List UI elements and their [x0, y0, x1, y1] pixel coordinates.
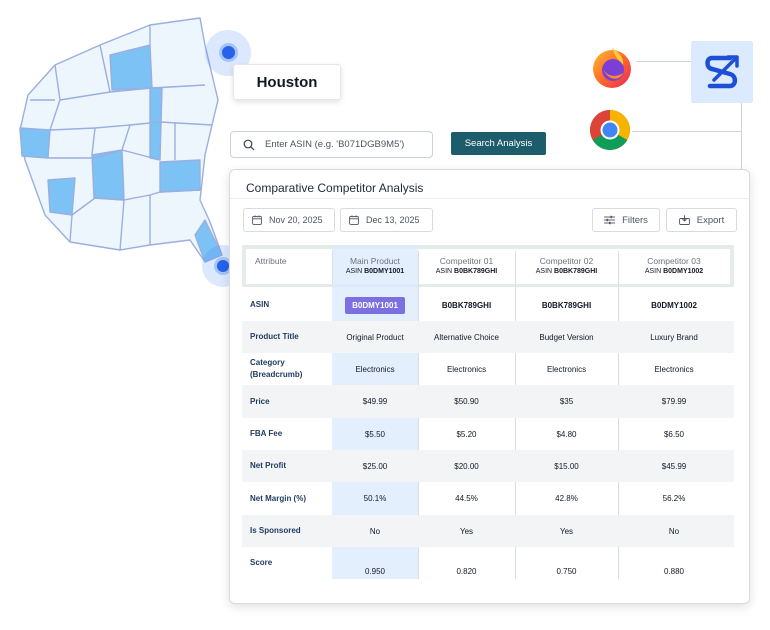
calendar-icon	[349, 215, 359, 225]
row-attribute-label: Price	[250, 396, 270, 406]
table-row: FBA Fee $5.50 $5.20 $4.80 $6.50	[242, 418, 734, 450]
filters-button[interactable]: Filters	[592, 208, 660, 232]
table-cell: Original Product	[346, 332, 404, 342]
row-attribute-label: Product Title	[250, 332, 299, 341]
column-divider	[332, 251, 333, 285]
table-row: Is Sponsored No Yes Yes No	[242, 515, 734, 547]
row-attribute-label: ASIN	[250, 300, 270, 309]
row-attribute-label: Net Margin (%)	[250, 493, 306, 503]
table-cell: Luxury Brand	[650, 332, 698, 342]
row-attribute-label: FBA Fee	[250, 429, 283, 438]
table-row: Product Title Original Product Alternative…	[242, 321, 734, 353]
table-row: Category (Breadcrumb) Electronics Electron…	[242, 353, 734, 385]
table-cell: Electronics	[546, 364, 587, 374]
attribute-header: Attribute	[255, 256, 287, 266]
main-asin-badge: B0DMY1001	[345, 296, 405, 314]
table-cell: 0.880	[663, 567, 685, 576]
table-cell: Alternative Choice	[434, 332, 499, 342]
city-label-card: Houston	[233, 64, 341, 100]
table-cell: $20.00	[454, 461, 479, 471]
table-cell: $6.50	[663, 429, 685, 439]
search-icon	[243, 139, 255, 150]
table-cell: B0BK789GHI	[441, 300, 492, 310]
export-label: Export	[696, 214, 725, 226]
table-cell: $45.99	[661, 461, 687, 471]
row-attribute-label: Score	[250, 558, 273, 567]
table-row: Net Profit $25.00 $20.00 $15.00 $45.99	[242, 450, 734, 482]
table-cell: $79.99	[661, 397, 687, 406]
table-cell: Electronics	[654, 364, 694, 374]
chrome-icon	[590, 110, 630, 150]
row-attribute-label: Category (Breadcrumb)	[250, 358, 303, 379]
table-cell: 50.1%	[363, 494, 387, 503]
filter-sliders-icon	[604, 215, 616, 225]
search-analysis-button[interactable]: Search Analysis	[451, 132, 546, 155]
table-cell: 44.5%	[455, 494, 478, 503]
calendar-icon	[252, 215, 262, 225]
table-cell: $5.50	[364, 429, 386, 439]
table-cell: No	[668, 526, 680, 536]
table-cell: B0BK789GHI	[541, 300, 592, 310]
table-cell: $49.99	[362, 397, 388, 406]
table-cell: 42.8%	[555, 494, 578, 503]
table-cell: Electronics	[355, 364, 395, 374]
connector-line	[741, 103, 742, 171]
row-attribute-label: Is Sponsored	[250, 526, 301, 535]
table-cell: Electronics	[446, 364, 487, 374]
date-to-picker[interactable]: Dec 13, 2025	[340, 208, 433, 232]
table-cell: $35	[559, 397, 574, 406]
houston-map	[19, 17, 223, 263]
table-header	[242, 245, 734, 287]
date-from-value: Nov 20, 2025	[269, 215, 323, 225]
table-row: ASIN B0DMY1001 B0BK789GHI B0BK789GHI B0DMY10…	[242, 289, 734, 321]
date-from-picker[interactable]: Nov 20, 2025	[243, 208, 335, 232]
table-cell: $50.90	[454, 397, 479, 406]
date-to-value: Dec 13, 2025	[366, 215, 420, 225]
table-cell: Budget Version	[539, 332, 594, 342]
table-cell: Yes	[459, 526, 474, 536]
table-cell: 0.820	[456, 567, 477, 576]
table-cell: $25.00	[362, 461, 388, 471]
table-cell: B0DMY1001	[332, 289, 418, 321]
table-cell: No	[369, 526, 381, 536]
column-header: Competitor 02 ASIN B0BK789GHI	[535, 256, 598, 275]
table-cell: $5.20	[456, 429, 477, 439]
panel-title: Comparative Competitor Analysis	[246, 181, 424, 195]
connector-line	[632, 131, 742, 132]
export-button[interactable]: Export	[666, 208, 737, 232]
competitor-analysis-panel: Comparative Competitor Analysis Nov 20, …	[229, 169, 750, 604]
column-header: Main Product ASIN B0DMY1001	[345, 256, 405, 275]
connector-line	[636, 61, 692, 62]
brand-logo-tile	[691, 41, 753, 103]
table-cell: B0DMY1002	[651, 300, 697, 310]
city-name: Houston	[256, 73, 318, 91]
column-header: Competitor 03 ASIN B0DMY1002	[644, 256, 704, 275]
table-cell: $15.00	[554, 461, 579, 471]
row-attribute-label: Net Profit	[250, 461, 286, 470]
asin-search-input[interactable]	[265, 139, 415, 150]
firefox-icon	[593, 48, 631, 88]
table-cell: Yes	[559, 526, 574, 536]
table-cell: 56.2%	[662, 494, 686, 503]
asin-search-box[interactable]	[230, 131, 433, 158]
filters-label: Filters	[622, 214, 648, 226]
table-cell: 0.750	[556, 567, 577, 576]
table-row: Price $49.99 $50.90 $35 $79.99	[242, 385, 734, 418]
table-row: Net Margin (%) 50.1% 44.5% 42.8% 56.2%	[242, 482, 734, 515]
panel-divider	[230, 198, 749, 199]
brand-logo-icon	[705, 55, 739, 89]
table-row: Score 0.950 0.820 0.750 0.880	[242, 547, 734, 579]
export-icon	[678, 215, 690, 225]
column-header: Competitor 01 ASIN B0BK789GHI	[435, 256, 498, 275]
table-cell: 0.950	[364, 567, 386, 576]
table-cell: $4.80	[556, 429, 577, 439]
